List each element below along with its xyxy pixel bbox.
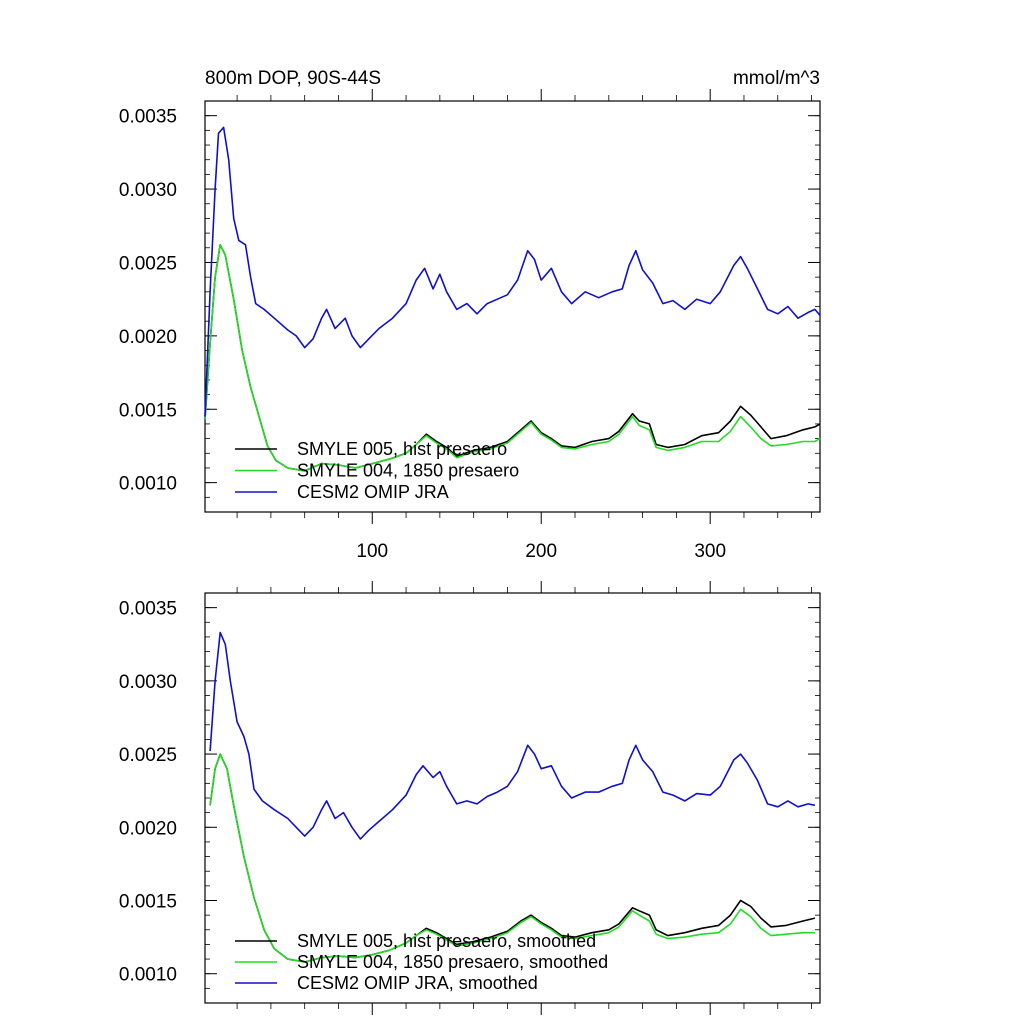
y-tick-label: 0.0020 — [119, 327, 177, 348]
legend: SMYLE 005, hist presaero, smoothedSMYLE … — [235, 931, 608, 993]
y-tick-label: 0.0010 — [119, 965, 177, 986]
chart-title: 800m DOP, 90S-44S — [205, 68, 381, 89]
y-tick-label: 0.0035 — [119, 599, 177, 620]
y-tick-label: 0.0025 — [119, 253, 177, 274]
series-line-2 — [209, 631, 816, 840]
y-tick-label: 0.0030 — [119, 672, 177, 693]
y-tick-label: 0.0015 — [119, 400, 177, 421]
series-line-1 — [204, 244, 821, 472]
x-tick-label: 200 — [525, 541, 557, 562]
y-tick-label: 0.0035 — [119, 107, 177, 128]
legend-label: SMYLE 004, 1850 presaero — [297, 461, 519, 481]
series-lines — [209, 631, 816, 963]
y-tick-label: 0.0020 — [119, 818, 177, 839]
bottom-panel: 0.0010 0.0015 0.0020 0.0025 0.0030 0.0035 SMY… — [119, 581, 821, 1015]
legend-label: SMYLE 005, hist presaero — [297, 439, 507, 459]
legend-label: CESM2 OMIP JRA — [297, 482, 449, 502]
x-tick-label: 100 — [356, 541, 388, 562]
top-panel: 800m DOP, 90S-44S mmol/m^3 0.00100.00150… — [119, 68, 821, 562]
y-tick-label: 0.0015 — [119, 892, 177, 913]
chart-units: mmol/m^3 — [733, 68, 820, 89]
series-lines — [204, 126, 821, 472]
y-tick-label: 0.0030 — [119, 180, 177, 201]
axis-ticks: 0.0010 0.0015 0.0020 0.0025 0.0030 0.0035 — [119, 581, 820, 1015]
y-tick-label: 0.0025 — [119, 745, 177, 766]
x-tick-label: 300 — [694, 541, 726, 562]
series-line-2 — [204, 126, 821, 417]
legend-label: SMYLE 005, hist presaero, smoothed — [297, 931, 596, 951]
legend-label: SMYLE 004, 1850 presaero, smoothed — [297, 952, 608, 972]
series-line-1 — [209, 753, 815, 963]
y-tick-label: 0.0010 — [119, 474, 177, 495]
axis-ticks: 0.0010 0.0015 0.0020 0.0025 0.0030 0.0035 100 2… — [119, 89, 820, 562]
legend-label: CESM2 OMIP JRA, smoothed — [297, 973, 538, 993]
